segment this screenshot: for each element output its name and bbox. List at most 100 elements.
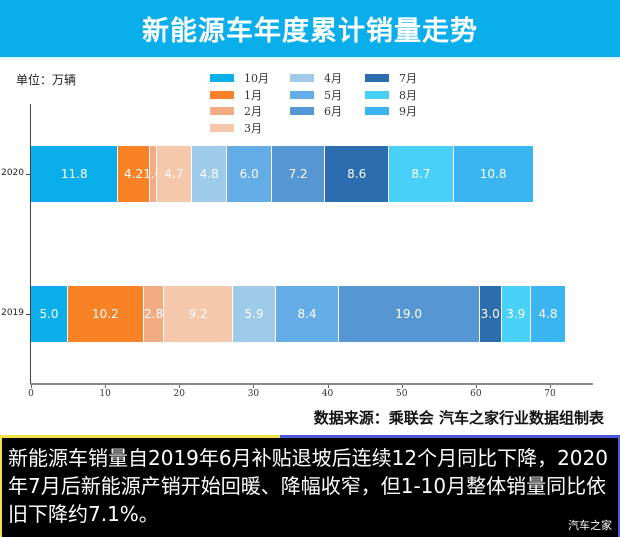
data-label: 10.2 — [92, 307, 119, 321]
legend-swatch — [290, 74, 314, 82]
x-tick-label: 40 — [321, 389, 334, 399]
legend-label: 5月 — [324, 88, 342, 102]
chart-legend: 10月 1月 2月 3月 4月 5月 6月 7月 8月 9月 — [210, 70, 450, 136]
data-label: 19.0 — [395, 307, 422, 321]
data-label: 4.7 — [164, 167, 184, 181]
x-axis — [30, 383, 593, 385]
caption-border-right — [618, 435, 620, 537]
bar-segment: 4.7 — [157, 146, 192, 202]
legend-label: 8月 — [399, 88, 417, 102]
data-label: 8.6 — [347, 167, 367, 181]
bar-segment: 3.9 — [501, 286, 531, 342]
legend-item: 3月 — [210, 120, 262, 136]
x-tick — [31, 385, 32, 388]
bar-segment: 9.2 — [164, 286, 233, 342]
legend-item: 4月 — [290, 70, 342, 86]
caption-text: 新能源车销量自2019年6月补贴退坡后连续12个月同比下降，2020年7月后新能… — [8, 446, 608, 526]
legend-label: 10月 — [244, 72, 269, 85]
bar-segment: 10.8 — [453, 146, 534, 202]
legend-item: 7月 — [365, 70, 417, 86]
legend-swatch — [365, 107, 389, 115]
legend-item: 8月 — [365, 87, 417, 103]
title-divider — [0, 57, 620, 60]
x-tick-label: 20 — [173, 389, 185, 399]
legend-swatch — [210, 74, 234, 82]
watermark: 汽车之家 — [568, 519, 612, 532]
legend-swatch — [290, 107, 314, 115]
legend-label: 7月 — [399, 72, 417, 85]
legend-label: 6月 — [324, 105, 342, 118]
y-axis — [30, 104, 31, 383]
legend-label: 1月 — [244, 88, 262, 102]
x-tick-label: 0 — [28, 389, 34, 399]
x-tick — [475, 385, 477, 388]
x-tick-label: 50 — [395, 389, 408, 399]
data-label: 4.8 — [199, 167, 219, 181]
bar-segment: 2.8 — [143, 286, 165, 342]
bar-segment: 4.2 — [118, 146, 150, 202]
data-label: 3.9 — [506, 307, 526, 321]
bar-segment: 8.4 — [276, 286, 339, 342]
y-tick-label: 2020 — [1, 168, 24, 178]
data-label: 4.8 — [538, 307, 558, 321]
data-label: 11.8 — [60, 167, 88, 181]
y-tick-label: 2019 — [1, 308, 24, 318]
legend-item: 10月 — [210, 70, 269, 86]
bar-segment: 19.0 — [338, 286, 480, 342]
legend-item: 6月 — [290, 103, 342, 119]
legend-label: 3月 — [244, 121, 262, 135]
caption-border-yellow — [0, 435, 280, 438]
x-tick-label: 10 — [99, 389, 111, 399]
data-label: 5.9 — [244, 307, 264, 321]
x-tick — [179, 385, 181, 388]
bar-segment: 4.8 — [191, 146, 228, 202]
data-label: 4.2 — [124, 167, 144, 181]
legend-item: 2月 — [210, 103, 262, 119]
source-label: 数据来源：乘联会 汽车之家行业数据组制表 — [313, 409, 604, 427]
x-tick — [401, 385, 403, 388]
bar-segment: 8.7 — [389, 146, 454, 202]
x-tick — [253, 385, 255, 388]
x-tick — [550, 385, 551, 388]
x-tick-label: 60 — [470, 389, 482, 399]
bar-segment: 10.2 — [68, 286, 144, 342]
bar-segment: 3.0 — [479, 286, 502, 342]
bar-segment: 11.8 — [31, 146, 119, 202]
bar-segment: 8.6 — [325, 146, 390, 202]
y-tick — [26, 174, 30, 175]
bar-segment: 5.0 — [31, 286, 69, 342]
bar-segment: 1.0 — [143, 146, 162, 202]
y-tick — [26, 314, 30, 315]
x-tick — [105, 385, 107, 388]
bar-segment: 5.9 — [232, 286, 277, 342]
chart-title: 新能源车年度累计销量走势 — [142, 16, 478, 47]
legend-swatch — [210, 90, 234, 99]
legend-item: 9月 — [365, 103, 417, 119]
legend-swatch — [365, 74, 389, 82]
legend-label: 9月 — [399, 105, 417, 118]
data-label: 8.4 — [297, 307, 317, 321]
caption-border-blue — [280, 435, 620, 438]
legend-item: 5月 — [290, 87, 342, 103]
x-tick-label: 70 — [544, 389, 556, 399]
x-tick-label: 30 — [247, 389, 260, 399]
caption-box — [0, 437, 620, 537]
legend-swatch — [210, 107, 234, 115]
data-label: 7.2 — [288, 167, 308, 181]
data-label: 9.2 — [188, 307, 208, 321]
legend-item: 1月 — [210, 87, 262, 103]
data-label: 2.8 — [144, 307, 164, 321]
title-banner: 新能源车年度累计销量走势 — [0, 0, 620, 57]
caption-border-left — [0, 435, 2, 537]
unit-label: 单位：万辆 — [16, 73, 77, 87]
data-label: 10.8 — [479, 167, 507, 181]
bar-segment: 6.0 — [227, 146, 272, 202]
legend-swatch — [365, 90, 389, 99]
x-tick — [327, 385, 329, 388]
bar-segment: 7.2 — [271, 146, 326, 202]
data-label: 3.0 — [480, 307, 500, 321]
legend-swatch — [210, 123, 234, 132]
data-label: 8.7 — [411, 167, 431, 181]
plot-area: 0 10 20 30 40 50 60 70 2020 11.8 4.2 1.0 4.7 4.8 6.0 7.… — [1, 104, 593, 399]
legend-label: 4月 — [324, 72, 342, 85]
